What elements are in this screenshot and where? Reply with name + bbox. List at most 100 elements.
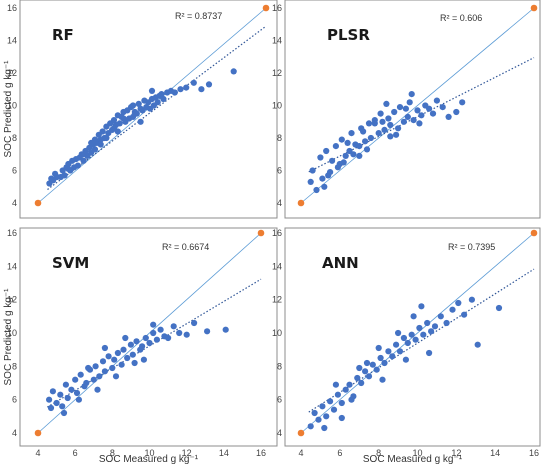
data-point	[321, 425, 327, 431]
data-point	[329, 158, 335, 164]
data-point	[376, 345, 382, 351]
data-point	[146, 340, 152, 346]
data-point	[346, 382, 352, 388]
data-point	[54, 400, 60, 406]
data-point	[430, 111, 436, 117]
panel-label: ANN	[322, 254, 359, 272]
data-point	[191, 320, 197, 326]
y-tick-label: 12	[272, 68, 282, 78]
y-tick-label: 4	[277, 198, 282, 208]
data-point	[154, 337, 160, 343]
data-point	[385, 115, 391, 121]
data-point	[317, 154, 323, 160]
data-point	[416, 325, 422, 331]
data-point	[428, 328, 434, 334]
data-point	[356, 153, 362, 159]
x-axis-title: SOC Measured g kg⁻¹	[363, 454, 463, 465]
scatter-points	[308, 297, 503, 432]
x-tick-label: 4	[35, 448, 40, 458]
data-point	[387, 122, 393, 128]
data-point	[401, 335, 407, 341]
data-point	[397, 348, 403, 354]
data-point	[88, 140, 94, 146]
data-point	[141, 357, 147, 363]
x-tick-label: 4	[298, 448, 303, 458]
data-point	[459, 99, 465, 105]
data-point	[455, 300, 461, 306]
data-point	[446, 114, 452, 120]
data-point	[103, 135, 109, 141]
data-point	[119, 362, 125, 368]
data-point	[65, 395, 71, 401]
y-tick-label: 14	[272, 261, 282, 271]
data-point	[403, 106, 409, 112]
y-axis-title: SOC Predicted g kg⁻¹	[3, 60, 14, 158]
corner-marker-max	[531, 230, 538, 237]
y-tick-label: 8	[277, 361, 282, 371]
y-tick-label: 16	[7, 228, 17, 238]
y-tick-label: 4	[277, 428, 282, 438]
data-point	[74, 390, 80, 396]
y-axis-title: SOC Predicted g kg⁻¹	[3, 288, 14, 386]
data-point	[362, 138, 368, 144]
x-tick-label: 14	[219, 448, 229, 458]
data-point	[115, 128, 121, 134]
data-point	[165, 335, 171, 341]
y-tick-label: 4	[12, 198, 17, 208]
data-point	[132, 111, 138, 117]
r2-annotation: R² = 0.7395	[448, 242, 495, 252]
data-point	[426, 106, 432, 112]
data-point	[130, 352, 136, 358]
data-point	[444, 320, 450, 326]
data-point	[206, 81, 212, 87]
data-point	[93, 363, 99, 369]
data-point	[362, 368, 368, 374]
data-point	[102, 368, 108, 374]
data-point	[426, 350, 432, 356]
panel-label: SVM	[52, 254, 89, 272]
r2-annotation: R² = 0.606	[440, 13, 482, 23]
y-tick-label: 6	[12, 166, 17, 176]
data-point	[381, 360, 387, 366]
data-point	[91, 377, 97, 383]
x-axis-title: SOC Measured g kg⁻¹	[99, 454, 199, 465]
y-tick-label: 14	[272, 36, 282, 46]
data-point	[393, 132, 399, 138]
data-point	[397, 104, 403, 110]
data-point	[59, 403, 65, 409]
y-tick-label: 10	[272, 328, 282, 338]
data-point	[94, 387, 100, 393]
data-point	[395, 125, 401, 131]
data-point	[335, 392, 341, 398]
y-tick-label: 6	[12, 395, 17, 405]
trend-line	[47, 279, 261, 407]
data-point	[176, 330, 182, 336]
data-point	[117, 120, 123, 126]
data-point	[155, 99, 161, 105]
data-point	[389, 353, 395, 359]
data-point	[339, 400, 345, 406]
data-point	[383, 101, 389, 107]
data-point	[150, 330, 156, 336]
data-point	[124, 355, 130, 361]
data-point	[46, 397, 52, 403]
data-point	[331, 407, 337, 413]
data-point	[130, 102, 136, 108]
data-point	[92, 146, 98, 152]
data-point	[325, 172, 331, 178]
data-point	[62, 172, 68, 178]
data-point	[379, 119, 385, 125]
data-point	[312, 410, 318, 416]
data-point	[57, 392, 63, 398]
data-point	[354, 375, 360, 381]
data-point	[368, 135, 374, 141]
data-point	[376, 130, 382, 136]
data-point	[418, 112, 424, 118]
data-point	[310, 167, 316, 173]
data-point	[341, 159, 347, 165]
y-tick-label: 14	[7, 36, 17, 46]
data-point	[414, 107, 420, 113]
data-point	[475, 342, 481, 348]
data-point	[81, 151, 87, 157]
